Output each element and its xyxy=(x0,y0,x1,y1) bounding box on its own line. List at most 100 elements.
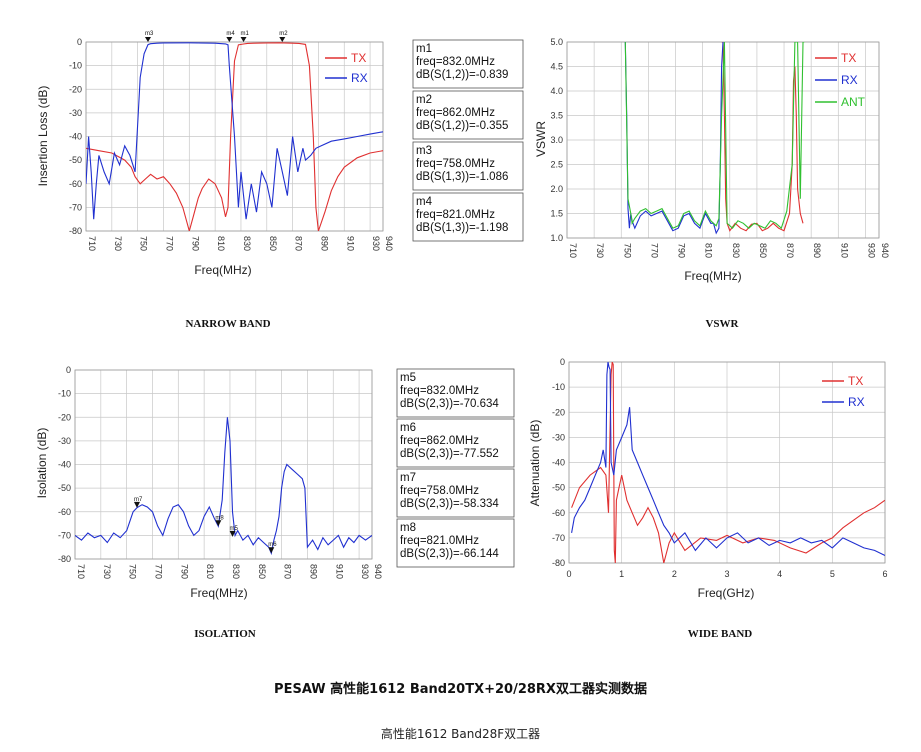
vswr-x-tick-label: 750 xyxy=(622,243,632,258)
wide-y-tick-label: -30 xyxy=(552,432,565,442)
isolation-marker-m8 xyxy=(215,520,222,527)
marker-box-line: m7 xyxy=(400,472,416,484)
marker-box-line: freq=758.0MHz xyxy=(400,485,479,497)
wide-y-tick-label: -70 xyxy=(552,533,565,543)
vswr-x-tick-label: 870 xyxy=(785,243,795,258)
marker-box-line: freq=862.0MHz xyxy=(400,435,479,447)
marker-box-line: m1 xyxy=(416,43,432,55)
narrow-x-tick-label: 790 xyxy=(190,236,200,251)
wide-x-tick-label: 0 xyxy=(566,569,571,579)
wide-series-tx xyxy=(571,362,885,563)
narrow-x-tick-label: 750 xyxy=(139,236,149,251)
wide-legend-label: RX xyxy=(848,395,865,409)
isolation-marker-m5 xyxy=(229,530,236,537)
wide-chart: 0 1 2 3 4 5 6 0 -10 -20 -30 -40 -50 -60 -70 -80 Freq(GHz… xyxy=(528,357,888,640)
narrow-y-tick-label: -50 xyxy=(69,155,82,165)
isolation-marker-label: m8 xyxy=(215,515,224,521)
marker-box-line: dB(S(2,3))=-66.144 xyxy=(400,548,499,560)
marker-box-line: dB(S(2,3))=-58.334 xyxy=(400,498,499,510)
page-subtitle: 高性能1612 Band28F双工器 xyxy=(380,727,541,741)
isolation-marker-label: m6 xyxy=(268,542,277,548)
isolation-y-tick-label: -10 xyxy=(58,389,71,399)
vswr-x-tick-label: 830 xyxy=(731,243,741,258)
isolation-y-tick-label: -80 xyxy=(58,554,71,564)
marker-box-line: freq=862.0MHz xyxy=(416,107,495,119)
marker-box-line: freq=758.0MHz xyxy=(416,158,495,170)
isolation-x-tick-label: 930 xyxy=(360,564,370,579)
vswr-x-tick-label: 770 xyxy=(649,243,659,258)
vswr-y-tick-label: 3.0 xyxy=(550,135,563,145)
wide-x-tick-label: 2 xyxy=(672,569,677,579)
wide-x-tick-label: 4 xyxy=(777,569,782,579)
wide-y-tick-label: -20 xyxy=(552,407,565,417)
vswr-x-tick-label: 850 xyxy=(758,243,768,258)
vswr-x-tick-label: 910 xyxy=(839,243,849,258)
narrow-x-tick-label: 830 xyxy=(242,236,252,251)
wide-x-tick-label: 3 xyxy=(724,569,729,579)
vswr-legend-label: ANT xyxy=(841,95,866,109)
isolation-x-tick-label: 850 xyxy=(257,564,267,579)
isolation-series-s-2-3- xyxy=(75,417,372,556)
narrow-y-tick-label: -80 xyxy=(69,226,82,236)
vswr-y-tick-label: 1.0 xyxy=(550,233,563,243)
isolation-x-tick-label: 870 xyxy=(283,564,293,579)
narrow-y-tick-label: -30 xyxy=(69,108,82,118)
vswr-chart: 710 730 750 770 790 810 830 850 870 890 910 930 940 1… xyxy=(534,37,890,330)
vswr-x-tick-label: 730 xyxy=(595,243,605,258)
narrow-y-tick-label: -10 xyxy=(69,61,82,71)
vswr-y-tick-label: 4.5 xyxy=(550,62,563,72)
vswr-y-tick-label: 2.0 xyxy=(550,184,563,194)
wide-plot-frame xyxy=(568,361,886,564)
page-title: PESAW 高性能1612 Band20TX+20/28RX双工器实测数据 xyxy=(274,682,647,697)
wide-caption: WIDE BAND xyxy=(688,628,753,640)
vswr-caption: VSWR xyxy=(705,318,739,330)
isolation-y-tick-label: -50 xyxy=(58,483,71,493)
narrow-x-tick-label: 870 xyxy=(294,236,304,251)
isolation-y-tick-label: -30 xyxy=(58,436,71,446)
wide-x-tick-label: 1 xyxy=(619,569,624,579)
narrow-chart: 710 730 750 770 790 810 830 850 870 890 910 930 940 0… xyxy=(36,31,524,330)
wide-y-axis-label: Attenuation (dB) xyxy=(528,420,542,507)
narrow-x-tick-label: 940 xyxy=(384,236,394,251)
vswr-legend-label: TX xyxy=(841,51,856,65)
isolation-marker-m7 xyxy=(133,501,140,508)
wide-series-rx xyxy=(571,362,885,556)
isolation-x-tick-label: 750 xyxy=(128,564,138,579)
marker-box-line: freq=821.0MHz xyxy=(416,209,495,221)
vswr-y-tick-label: 2.5 xyxy=(550,160,563,170)
isolation-x-tick-label: 710 xyxy=(76,564,86,579)
narrow-y-tick-label: -20 xyxy=(69,84,82,94)
wide-x-tick-label: 5 xyxy=(830,569,835,579)
isolation-y-tick-label: -70 xyxy=(58,530,71,540)
marker-box-line: freq=832.0MHz xyxy=(416,56,495,68)
marker-box-line: m6 xyxy=(400,422,416,434)
marker-box-line: m2 xyxy=(416,94,432,106)
narrow-caption: NARROW BAND xyxy=(185,318,270,330)
narrow-marker-m4 xyxy=(226,37,233,42)
narrow-marker-m2 xyxy=(279,37,286,42)
narrow-legend-label: TX xyxy=(351,51,366,65)
marker-box-line: m3 xyxy=(416,145,432,157)
isolation-marker-m6 xyxy=(268,547,275,554)
isolation-plot-frame xyxy=(74,369,373,560)
narrow-series-tx xyxy=(86,42,383,231)
narrow-x-tick-label: 930 xyxy=(371,236,381,251)
isolation-x-tick-label: 830 xyxy=(231,564,241,579)
narrow-x-tick-label: 910 xyxy=(345,236,355,251)
marker-box-line: freq=832.0MHz xyxy=(400,385,479,397)
narrow-marker-label: m4 xyxy=(226,31,235,37)
narrow-x-axis-label: Freq(MHz) xyxy=(194,263,251,277)
wide-y-tick-label: 0 xyxy=(560,357,565,367)
vswr-x-axis-label: Freq(MHz) xyxy=(684,269,741,283)
wide-legend-label: TX xyxy=(848,374,863,388)
isolation-marker-label: m5 xyxy=(230,526,239,532)
narrow-legend-label: RX xyxy=(351,71,368,85)
isolation-x-axis-label: Freq(MHz) xyxy=(190,586,247,600)
narrow-marker-m1 xyxy=(240,37,247,42)
narrow-x-tick-label: 770 xyxy=(164,236,174,251)
vswr-x-tick-label: 710 xyxy=(568,243,578,258)
